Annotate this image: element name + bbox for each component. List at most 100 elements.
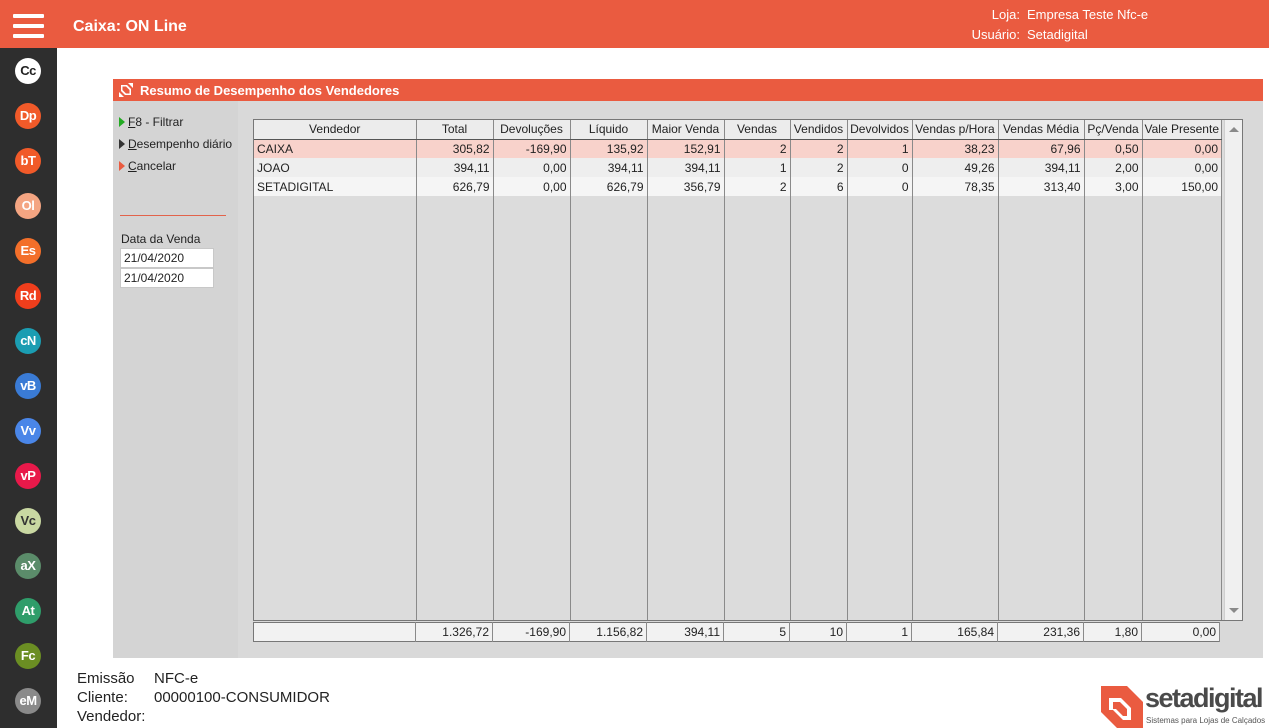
sidebar-item-em[interactable]: eM — [15, 688, 41, 714]
empty-cell — [254, 196, 417, 620]
table-cell: 67,96 — [998, 139, 1085, 158]
table-row[interactable]: CAIXA 305,82 -169,90 135,92 152,91 2 2 1 38,23 67… — [254, 139, 1222, 158]
sidebar-item-rd[interactable]: Rd — [15, 283, 41, 309]
total-cell: 10 — [789, 622, 847, 642]
total-cell — [253, 622, 416, 642]
column-header[interactable]: Pç/Venda — [1084, 120, 1143, 140]
table-cell: 313,40 — [998, 177, 1085, 196]
sidebar-item-dp[interactable]: Dp — [15, 103, 41, 129]
empty-cell — [912, 196, 999, 620]
table-cell: 0,00 — [1142, 158, 1222, 177]
left-nav: F8 - Filtrar Desempenho diário Cancelar … — [113, 101, 238, 658]
sidebar: Cc Dp bT Ol Es Rd cN vB Vv vP Vc aX At Fc eM — [0, 48, 57, 728]
seta-logo-icon — [119, 83, 133, 97]
sidebar-item-at[interactable]: At — [15, 598, 41, 624]
sellers-grid: Vendedor Total Devoluções Líquido Maior Vend… — [253, 119, 1243, 621]
column-header[interactable]: Devoluções — [493, 120, 571, 140]
column-header[interactable]: Vendas — [724, 120, 791, 140]
totals-row: 1.326,72 -169,90 1.156,82 394,11 5 10 1 165,84 2… — [253, 622, 1220, 642]
table-cell: 38,23 — [912, 139, 999, 158]
table-cell: 394,11 — [416, 158, 494, 177]
cancel-label: ancelar — [136, 159, 177, 173]
table-cell: 78,35 — [912, 177, 999, 196]
column-header[interactable]: Total — [416, 120, 494, 140]
daily-performance-button[interactable]: Desempenho diário — [119, 137, 232, 151]
total-cell: 1.326,72 — [415, 622, 493, 642]
table-cell: 2,00 — [1084, 158, 1143, 177]
table-cell: 626,79 — [570, 177, 648, 196]
divider — [120, 215, 226, 216]
table-cell: -169,90 — [493, 139, 571, 158]
column-header[interactable]: Vendidos — [790, 120, 848, 140]
sidebar-item-es[interactable]: Es — [15, 238, 41, 264]
column-header[interactable]: Líquido — [570, 120, 648, 140]
table-cell: 0,50 — [1084, 139, 1143, 158]
sidebar-item-cc[interactable]: Cc — [15, 58, 41, 84]
total-cell: 0,00 — [1141, 622, 1220, 642]
store-label: Loja: — [991, 7, 1020, 22]
table-cell: 0,00 — [493, 177, 571, 196]
emission-value: NFC-e — [154, 670, 199, 687]
empty-grid-area — [254, 196, 1222, 620]
total-cell: 165,84 — [911, 622, 998, 642]
vertical-scrollbar[interactable] — [1224, 120, 1242, 620]
hamburger-menu-icon[interactable] — [0, 0, 57, 48]
empty-cell — [790, 196, 848, 620]
table-cell: JOAO — [254, 158, 417, 177]
table-cell: 2 — [724, 177, 791, 196]
total-cell: 1.156,82 — [569, 622, 647, 642]
sidebar-item-ol[interactable]: Ol — [15, 193, 41, 219]
emission-label: Emissão — [77, 670, 135, 687]
table-cell: 2 — [790, 139, 848, 158]
daily-key: D — [128, 137, 137, 151]
empty-cell — [998, 196, 1085, 620]
play-arrow-icon — [119, 139, 125, 149]
table-row[interactable]: SETADIGITAL 626,79 0,00 626,79 356,79 2 6 0 78,3… — [254, 177, 1222, 196]
date-to-input[interactable] — [120, 268, 214, 288]
seta-brand-icon — [1101, 686, 1143, 728]
column-header[interactable]: Devolvidos — [847, 120, 913, 140]
table-cell: 0 — [847, 158, 913, 177]
table-row[interactable]: JOAO 394,11 0,00 394,11 394,11 1 2 0 49,26 394,11… — [254, 158, 1222, 177]
column-header[interactable]: Vendedor — [254, 120, 417, 140]
sidebar-item-vp[interactable]: vP — [15, 463, 41, 489]
cancel-key: C — [128, 159, 137, 173]
column-header[interactable]: Vendas p/Hora — [912, 120, 999, 140]
sidebar-item-vv[interactable]: Vv — [15, 418, 41, 444]
column-header[interactable]: Vale Presente — [1142, 120, 1222, 140]
sidebar-item-fc[interactable]: Fc — [15, 643, 41, 669]
panel-header: Resumo de Desempenho dos Vendedores — [113, 79, 1263, 101]
table-cell: 135,92 — [570, 139, 648, 158]
table-cell: 356,79 — [647, 177, 725, 196]
empty-cell — [493, 196, 571, 620]
sidebar-item-bt[interactable]: bT — [15, 148, 41, 174]
brand-logo: setadigital Sistemas para Lojas de Calça… — [1101, 683, 1266, 728]
sidebar-item-vc[interactable]: Vc — [15, 508, 41, 534]
sidebar-item-vb[interactable]: vB — [15, 373, 41, 399]
brand-tagline: Sistemas para Lojas de Calçados — [1146, 716, 1266, 725]
date-from-input[interactable] — [120, 248, 214, 268]
table-cell: 394,11 — [570, 158, 648, 177]
column-header[interactable]: Maior Venda — [647, 120, 725, 140]
total-cell: 231,36 — [997, 622, 1084, 642]
table-cell: 1 — [847, 139, 913, 158]
sidebar-item-ax[interactable]: aX — [15, 553, 41, 579]
table-cell: 305,82 — [416, 139, 494, 158]
column-header[interactable]: Vendas Média — [998, 120, 1085, 140]
app-title: Caixa: ON Line — [73, 18, 187, 35]
store-value: Empresa Teste Nfc-e — [1027, 7, 1149, 22]
table-cell: 0 — [847, 177, 913, 196]
top-bar: Caixa: ON Line Loja: Empresa Teste Nfc-e… — [0, 0, 1269, 48]
sidebar-item-cn[interactable]: cN — [15, 328, 41, 354]
scroll-down-icon[interactable] — [1229, 608, 1239, 613]
cancel-button[interactable]: Cancelar — [119, 159, 176, 173]
scroll-up-icon[interactable] — [1229, 127, 1239, 132]
table-cell: 394,11 — [647, 158, 725, 177]
empty-cell — [416, 196, 494, 620]
table-cell: 49,26 — [912, 158, 999, 177]
play-arrow-icon — [119, 117, 125, 127]
table-cell: 0,00 — [1142, 139, 1222, 158]
sale-date-label: Data da Venda — [121, 232, 201, 246]
empty-cell — [724, 196, 791, 620]
filter-button[interactable]: F8 - Filtrar — [119, 115, 183, 129]
